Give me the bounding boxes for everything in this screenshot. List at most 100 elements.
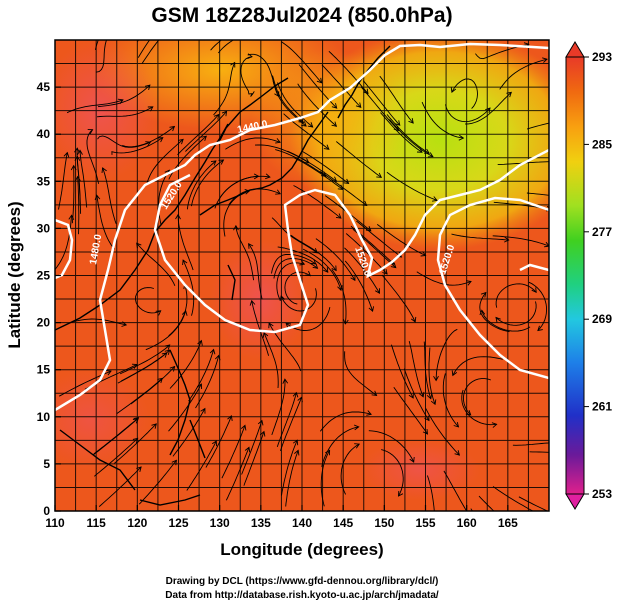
streamline xyxy=(280,288,317,312)
streamline-arrow xyxy=(303,158,310,164)
streamline xyxy=(219,175,270,199)
streamline-arrow xyxy=(491,422,498,428)
colorbar-tick-label: 253 xyxy=(592,487,612,501)
streamline-arrow xyxy=(331,265,337,272)
streamline xyxy=(386,171,438,201)
grid-lines xyxy=(55,40,549,511)
streamline-arrow xyxy=(240,424,247,431)
streamline xyxy=(97,84,151,108)
streamline xyxy=(499,58,548,90)
streamline-arrow xyxy=(136,242,142,249)
streamline xyxy=(275,149,327,177)
streamline-arrow xyxy=(419,391,425,398)
streamline-arrow xyxy=(337,285,343,292)
streamline-arrow xyxy=(262,331,269,338)
streamline xyxy=(297,83,337,127)
streamline xyxy=(177,214,194,271)
streamline-arrow xyxy=(366,410,372,416)
y-axis-ticks: 0 5 10 15 20 25 30 35 40 45 xyxy=(37,80,61,518)
streamline-arrow xyxy=(466,280,472,286)
streamline-arrow xyxy=(301,121,307,127)
streamline xyxy=(195,355,220,409)
streamline xyxy=(138,460,177,505)
streamline-arrow xyxy=(542,57,548,63)
streamline xyxy=(55,215,73,270)
streamline-arrow xyxy=(151,423,157,429)
streamline-arrow xyxy=(132,418,139,424)
streamline xyxy=(225,137,281,150)
streamline-arrow xyxy=(343,178,350,184)
streamline-arrow xyxy=(325,449,331,456)
y-tick-label: 10 xyxy=(37,410,51,424)
streamline-arrow xyxy=(200,407,206,414)
streamline xyxy=(76,148,81,206)
streamline-arrow xyxy=(305,270,312,277)
streamline-arrow xyxy=(363,88,369,95)
x-tick-label: 130 xyxy=(210,516,230,530)
streamline-arrow xyxy=(249,299,256,306)
streamline xyxy=(235,225,255,281)
colorbar-scale xyxy=(565,56,585,495)
streamline-arrow xyxy=(77,149,83,155)
streamline xyxy=(461,389,497,426)
streamline xyxy=(221,425,246,479)
y-tick-label: 15 xyxy=(37,363,51,377)
streamline xyxy=(172,408,206,457)
credit-drawing: Drawing by DCL (https://www.gfd-dennou.o… xyxy=(166,576,439,587)
streamline xyxy=(86,129,100,184)
x-tick-label: 150 xyxy=(374,516,394,530)
streamline-arrow xyxy=(164,349,171,356)
streamline-arrow xyxy=(371,390,378,397)
y-tick-label: 35 xyxy=(37,174,51,188)
streamline xyxy=(416,271,472,286)
contour-label-2: 1480.0 xyxy=(88,233,104,265)
x-tick-label: 125 xyxy=(168,516,188,530)
streamline-arrow xyxy=(196,383,203,390)
streamline-arrow xyxy=(422,428,429,435)
streamline-arrow xyxy=(409,456,415,463)
streamline-arrow xyxy=(355,102,362,108)
streamline xyxy=(58,152,68,210)
streamline-arrow xyxy=(495,316,501,323)
streamline xyxy=(135,287,161,314)
streamline-arrow xyxy=(248,243,254,249)
streamline-arrow xyxy=(182,259,188,266)
streamline xyxy=(344,351,377,396)
streamline xyxy=(345,233,388,275)
streamline xyxy=(320,450,330,507)
streamline-arrow xyxy=(479,309,486,316)
streamline-arrow xyxy=(265,34,270,39)
streamline-arrow xyxy=(454,450,461,456)
streamline xyxy=(452,356,503,376)
streamline xyxy=(248,243,263,300)
streamline-arrow xyxy=(394,120,401,126)
streamline-arrow xyxy=(268,322,274,329)
streamline xyxy=(386,114,430,154)
x-tick-label: 120 xyxy=(127,516,147,530)
streamline xyxy=(435,328,458,381)
streamline xyxy=(277,246,329,273)
streamline xyxy=(185,111,227,152)
x-tick-label: 145 xyxy=(333,516,353,530)
streamline xyxy=(356,220,402,258)
streamline-arrow xyxy=(331,103,338,109)
streamline xyxy=(443,470,468,511)
streamline xyxy=(186,160,217,210)
streamline-arrow xyxy=(342,319,349,325)
streamline-arrow xyxy=(259,430,266,437)
streamline-arrow xyxy=(197,339,203,346)
streamline xyxy=(97,135,151,148)
streamline-arrow xyxy=(94,194,101,201)
streamline-arrow xyxy=(506,91,512,98)
streamline xyxy=(272,75,304,123)
streamline xyxy=(393,386,428,435)
streamline xyxy=(403,368,430,421)
streamline xyxy=(263,332,279,389)
streamline xyxy=(225,447,250,501)
streamline-arrow xyxy=(503,547,508,552)
x-tick-label: 140 xyxy=(292,516,312,530)
streamline xyxy=(271,217,318,254)
streamline xyxy=(315,238,356,281)
streamline-arrow xyxy=(316,77,323,84)
streamline-arrow xyxy=(350,275,356,282)
